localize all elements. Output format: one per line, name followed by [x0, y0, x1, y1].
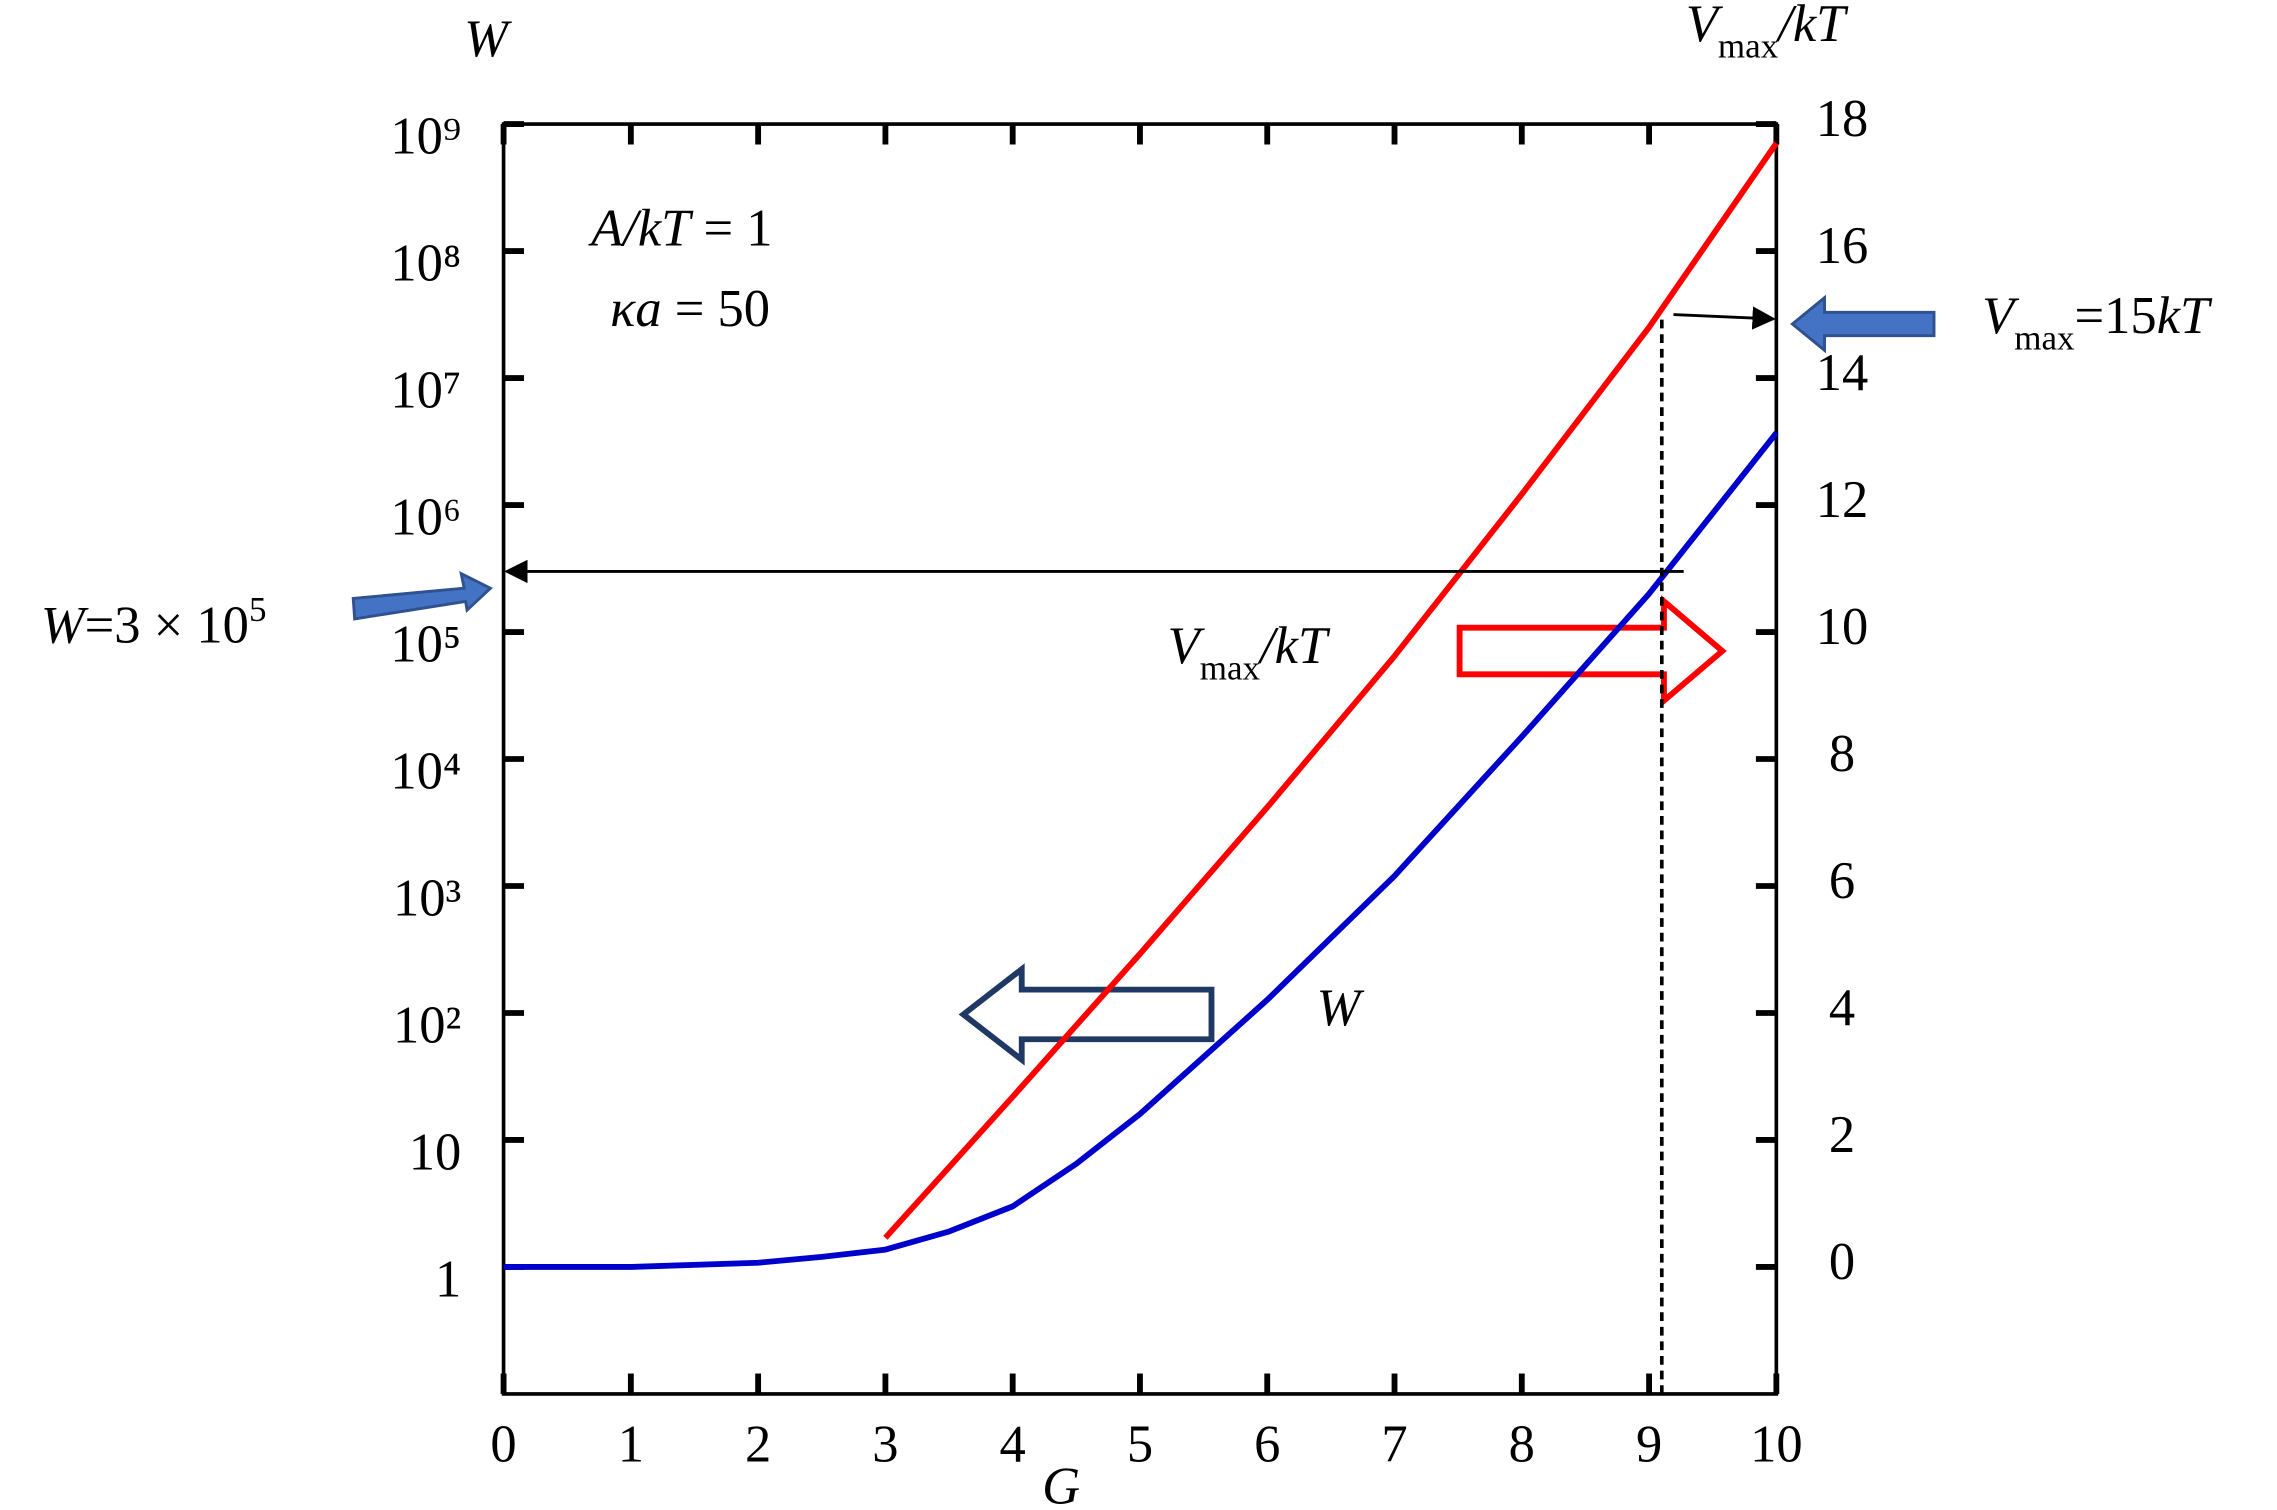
- y-tick-label: 10⁴: [390, 743, 461, 801]
- annotation: W: [464, 10, 512, 68]
- x-tick-label: 0: [490, 1415, 516, 1473]
- w-pointer: [351, 570, 493, 621]
- y-tick-label: 10²: [393, 997, 461, 1055]
- y2-tick-label: 12: [1816, 471, 1869, 529]
- annotation-part: κa: [610, 280, 661, 338]
- x-tick-label: 1: [618, 1415, 644, 1473]
- annotation-part: kT: [2157, 287, 2213, 345]
- x-tick-label: 6: [1254, 1415, 1280, 1473]
- annotation-part: 5: [249, 590, 267, 629]
- annotation-part: W: [464, 10, 512, 68]
- annotation-part: A/kT: [588, 200, 694, 258]
- annotation-part: V: [1168, 617, 1206, 675]
- annotation: W: [1317, 979, 1365, 1037]
- annotation-part: max: [1718, 27, 1779, 66]
- annotation: κa = 50: [610, 280, 770, 338]
- series-line: [883, 141, 1779, 1240]
- y-tick-label: 10⁵: [390, 616, 461, 674]
- y-tick-label: 1: [435, 1251, 461, 1309]
- annotation-part: =15: [2075, 287, 2157, 345]
- x-tick-label: 7: [1381, 1415, 1407, 1473]
- y2-tick-label: 4: [1829, 979, 1855, 1037]
- annotation: Vmax/kT: [1686, 0, 1849, 66]
- annotation: Vmax/kT: [1168, 617, 1331, 687]
- annotation-part: /kT: [1775, 0, 1849, 53]
- y-tick-label: 10: [409, 1124, 462, 1182]
- annotation-part: G: [1042, 1458, 1080, 1510]
- x-tick-label: 4: [1000, 1415, 1026, 1473]
- annotation-part: = 50: [662, 280, 770, 338]
- x-tick-label: 3: [872, 1415, 898, 1473]
- x-tick-label: 2: [745, 1415, 771, 1473]
- annotation-part: = 1: [690, 200, 772, 258]
- annotation-part: W: [1317, 979, 1365, 1037]
- right-axis-arrow: [1456, 595, 1727, 707]
- y-tick-label: 10⁶: [390, 489, 461, 547]
- annotation-part: /kT: [1257, 617, 1331, 675]
- y-tick-label: 10⁹: [390, 108, 461, 166]
- annotation-part: =3 × 10: [85, 597, 249, 655]
- x-tick-label: 10: [1750, 1415, 1803, 1473]
- annotation-part: V: [1686, 0, 1724, 53]
- y2-tick-label: 14: [1816, 344, 1869, 402]
- v-guide: [1673, 306, 1776, 330]
- y2-tick-label: 10: [1816, 598, 1869, 656]
- v-pointer: [1790, 294, 1936, 354]
- x-tick-label: 8: [1509, 1415, 1535, 1473]
- annotation-part: V: [1982, 287, 2020, 345]
- y-tick-label: 10⁸: [390, 235, 461, 293]
- y2-tick-label: 2: [1829, 1106, 1855, 1164]
- annotation: G: [1042, 1458, 1080, 1510]
- x-tick-label: 5: [1127, 1415, 1153, 1473]
- x-tick-label: 9: [1636, 1415, 1662, 1473]
- annotation: W=3 × 105: [41, 590, 267, 655]
- annotation: Vmax=15kT: [1982, 287, 2213, 357]
- y2-tick-label: 16: [1816, 217, 1869, 275]
- series-line: [503, 431, 1779, 1270]
- y2-tick-label: 0: [1829, 1233, 1855, 1291]
- annotation-part: max: [1200, 648, 1261, 687]
- annotation-part: max: [2014, 319, 2075, 358]
- y2-tick-label: 8: [1829, 725, 1855, 783]
- y2-tick-label: 18: [1816, 90, 1869, 148]
- y-tick-label: 10³: [393, 870, 461, 928]
- annotation: A/kT = 1: [588, 200, 772, 258]
- y2-tick-label: 6: [1829, 852, 1855, 910]
- annotation-part: W: [41, 597, 89, 655]
- y-tick-label: 10⁷: [390, 362, 461, 420]
